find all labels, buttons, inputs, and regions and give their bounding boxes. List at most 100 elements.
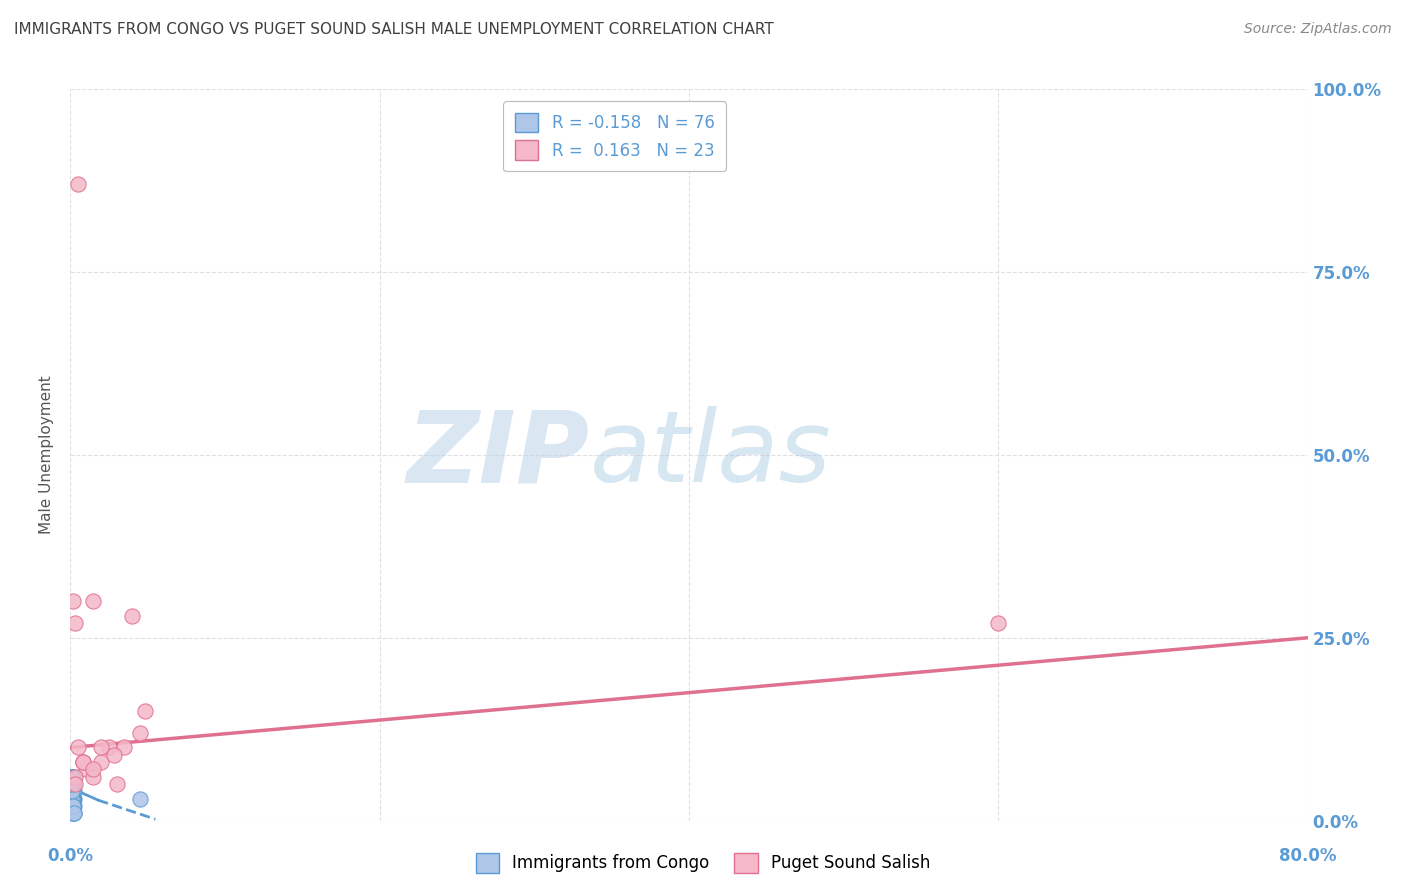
Point <box>67 740 90 755</box>
Point <box>60 784 83 798</box>
Point <box>60 770 83 784</box>
Point <box>62 799 84 814</box>
Point <box>62 777 84 791</box>
Point <box>114 740 135 755</box>
Point <box>60 777 83 791</box>
Point <box>60 770 83 784</box>
Point <box>60 799 83 814</box>
Y-axis label: Male Unemployment: Male Unemployment <box>39 376 55 534</box>
Point <box>60 784 83 798</box>
Point <box>62 784 84 798</box>
Point <box>62 777 84 791</box>
Point <box>62 770 84 784</box>
Point <box>62 791 84 805</box>
Text: 0.0%: 0.0% <box>48 847 93 865</box>
Point <box>62 777 84 791</box>
Point <box>90 755 112 769</box>
Point <box>60 791 83 805</box>
Point <box>60 777 83 791</box>
Point <box>60 784 83 798</box>
Point <box>62 799 84 814</box>
Point <box>72 755 94 769</box>
Point <box>82 770 105 784</box>
Point <box>72 755 94 769</box>
Point <box>62 594 84 608</box>
Point <box>60 799 83 814</box>
Point <box>60 777 83 791</box>
Point <box>60 791 83 805</box>
Legend: Immigrants from Congo, Puget Sound Salish: Immigrants from Congo, Puget Sound Salis… <box>468 847 938 880</box>
Legend: R = -0.158   N = 76, R =  0.163   N = 23: R = -0.158 N = 76, R = 0.163 N = 23 <box>503 101 725 171</box>
Point <box>62 799 84 814</box>
Point <box>72 755 94 769</box>
Point <box>62 791 84 805</box>
Point <box>82 594 105 608</box>
Point <box>60 777 83 791</box>
Point <box>987 616 1010 631</box>
Point <box>60 770 83 784</box>
Point <box>129 791 152 805</box>
Point <box>121 608 143 623</box>
Point <box>62 799 84 814</box>
Point <box>60 799 83 814</box>
Point <box>60 791 83 805</box>
Point <box>60 806 83 821</box>
Point <box>62 806 84 821</box>
Point <box>60 770 83 784</box>
Point <box>60 799 83 814</box>
Point <box>60 784 83 798</box>
Point <box>62 784 84 798</box>
Point <box>63 784 86 798</box>
Point <box>62 791 84 805</box>
Point <box>62 806 84 821</box>
Point <box>62 791 84 805</box>
Point <box>62 784 84 798</box>
Point <box>60 770 83 784</box>
Point <box>62 791 84 805</box>
Point <box>60 799 83 814</box>
Point <box>60 799 83 814</box>
Text: ZIP: ZIP <box>406 407 591 503</box>
Point <box>63 777 86 791</box>
Point <box>60 777 83 791</box>
Point <box>60 784 83 798</box>
Point <box>62 799 84 814</box>
Point <box>60 770 83 784</box>
Point <box>60 777 83 791</box>
Point <box>62 791 84 805</box>
Point <box>60 791 83 805</box>
Point <box>62 777 84 791</box>
Point <box>67 178 90 192</box>
Point <box>62 784 84 798</box>
Point <box>62 799 84 814</box>
Point <box>62 777 84 791</box>
Point <box>103 747 125 762</box>
Point <box>60 791 83 805</box>
Point <box>62 799 84 814</box>
Point <box>60 770 83 784</box>
Point <box>60 791 83 805</box>
Point <box>62 806 84 821</box>
Point <box>60 791 83 805</box>
Point <box>60 770 83 784</box>
Text: 80.0%: 80.0% <box>1279 847 1336 865</box>
Point <box>62 784 84 798</box>
Point <box>129 726 152 740</box>
Point <box>134 704 156 718</box>
Point <box>63 770 86 784</box>
Point <box>90 740 112 755</box>
Text: atlas: atlas <box>591 407 831 503</box>
Point <box>60 799 83 814</box>
Point <box>62 784 84 798</box>
Point <box>60 791 83 805</box>
Point <box>62 791 84 805</box>
Point <box>60 791 83 805</box>
Point <box>62 784 84 798</box>
Point <box>60 791 83 805</box>
Text: IMMIGRANTS FROM CONGO VS PUGET SOUND SALISH MALE UNEMPLOYMENT CORRELATION CHART: IMMIGRANTS FROM CONGO VS PUGET SOUND SAL… <box>14 22 773 37</box>
Point <box>60 799 83 814</box>
Point <box>60 777 83 791</box>
Text: Source: ZipAtlas.com: Source: ZipAtlas.com <box>1244 22 1392 37</box>
Point <box>62 799 84 814</box>
Point <box>60 784 83 798</box>
